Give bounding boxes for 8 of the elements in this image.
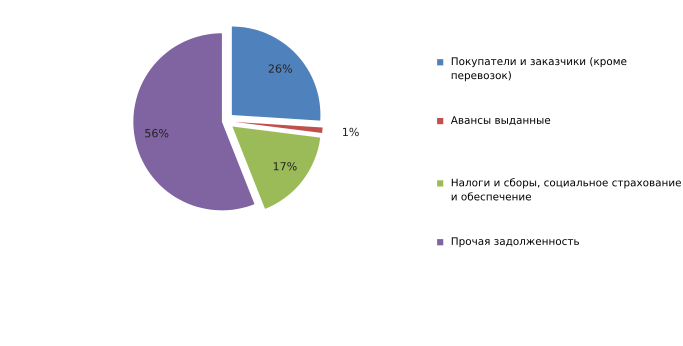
legend-label: Прочая задолженность xyxy=(452,237,579,248)
data-label: 26% xyxy=(268,64,292,73)
data-label: 1% xyxy=(343,128,359,136)
legend-label: Покупатели и заказчики (кроме перевозок) xyxy=(452,57,626,82)
data-label: 56% xyxy=(145,129,168,138)
legend-label: Авансы выданные xyxy=(450,116,550,126)
legend-label: Налоги и сборы, социальное страхование и обеспечение xyxy=(452,178,681,200)
data-label: 17% xyxy=(274,162,297,170)
